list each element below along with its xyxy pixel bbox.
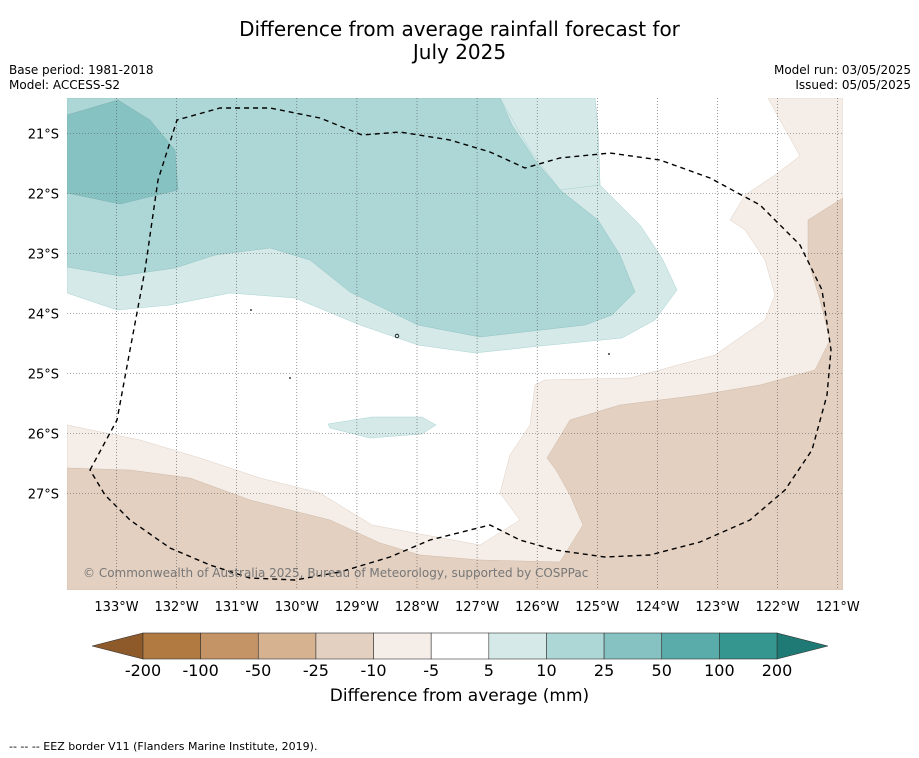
map-title: Difference from average rainfall forecas… <box>0 18 919 64</box>
colorbar-tick-label: 25 <box>594 661 614 680</box>
wet-5-10-strip <box>499 98 601 191</box>
dry-10-25-region <box>67 197 843 590</box>
colorbar-tick-label: 10 <box>536 661 556 680</box>
colorbar-segment <box>200 632 259 660</box>
colorbar-segment <box>430 632 490 660</box>
map-gridlines <box>67 98 843 590</box>
colorbar-tick-label: -10 <box>360 661 386 680</box>
lon-tick-label: 125°W <box>575 600 619 615</box>
lat-tick-label: 27°S <box>28 488 59 503</box>
colorbar-extend-high <box>776 632 829 660</box>
colorbar-segment <box>315 632 374 660</box>
lon-tick-label: 123°W <box>695 600 739 615</box>
colorbar: -200 -100 -50 -25 -10 -5 5 10 25 50 100 200 <box>91 632 829 680</box>
lon-tick-label: 126°W <box>515 600 559 615</box>
colorbar-tick-label: 200 <box>762 661 793 680</box>
wet-small-patch <box>327 416 437 439</box>
colorbar-segment <box>488 632 547 660</box>
title-line-2: July 2025 <box>412 40 507 64</box>
island-marker <box>608 353 610 355</box>
colorbar-label: Difference from average (mm) <box>329 686 590 706</box>
lon-tick-label: 129°W <box>335 600 379 615</box>
colorbar-segment <box>257 632 317 660</box>
colorbar-tick-label: -200 <box>125 661 161 680</box>
lon-tick-label: 127°W <box>455 600 499 615</box>
longitude-labels: 133°W 132°W 131°W 130°W 129°W 128°W 127°W 126°W… <box>94 600 860 615</box>
lat-tick-label: 22°S <box>28 188 59 203</box>
island-marker <box>250 309 252 311</box>
lon-tick-label: 124°W <box>635 600 679 615</box>
info-left: Base period: 1981-2018 Model: ACCESS-S2 <box>9 63 154 93</box>
lon-tick-label: 122°W <box>756 600 800 615</box>
model-text: Model: ACCESS-S2 <box>9 78 121 92</box>
map-plot-area <box>67 98 843 590</box>
colorbar-tick-label: 50 <box>652 661 672 680</box>
lat-tick-label: 21°S <box>28 128 59 143</box>
lon-tick-label: 130°W <box>275 600 319 615</box>
wet-10-25-region <box>67 98 636 338</box>
colorbar-tick-label: -50 <box>245 661 271 680</box>
lon-tick-label: 128°W <box>395 600 439 615</box>
island-marker <box>394 333 400 339</box>
island-marker <box>289 377 291 379</box>
eez-legend-note: -- -- -- EEZ border V11 (Flanders Marine… <box>9 740 318 753</box>
colorbar-segment <box>142 632 201 660</box>
colorbar-segment <box>719 632 778 660</box>
lat-tick-label: 23°S <box>28 248 59 263</box>
colorbar-tick-label: -100 <box>182 661 218 680</box>
colorbar-tick-label: -5 <box>423 661 439 680</box>
lon-tick-label: 121°W <box>816 600 860 615</box>
lat-tick-label: 26°S <box>28 428 59 443</box>
lon-tick-label: 132°W <box>155 600 199 615</box>
colorbar-tick-label: 5 <box>484 661 494 680</box>
latitude-labels: 21°S 22°S 23°S 24°S 25°S 26°S 27°S <box>28 128 59 503</box>
eez-border <box>89 107 832 581</box>
issued-text: Issued: 05/05/2025 <box>795 78 911 92</box>
lat-tick-label: 24°S <box>28 308 59 323</box>
colorbar-segment <box>546 632 605 660</box>
lon-tick-label: 133°W <box>94 600 138 615</box>
colorbar-segment <box>661 632 720 660</box>
title-line-1: Difference from average rainfall forecas… <box>239 17 680 41</box>
base-period-text: Base period: 1981-2018 <box>9 63 154 77</box>
colorbar-tick-label: 100 <box>704 661 735 680</box>
colorbar-extend-low <box>91 632 144 660</box>
info-right: Model run: 03/05/2025 Issued: 05/05/2025 <box>774 63 911 93</box>
colorbar-tick-label: -25 <box>303 661 329 680</box>
colorbar-segment <box>603 632 663 660</box>
lat-tick-label: 25°S <box>28 368 59 383</box>
model-run-text: Model run: 03/05/2025 <box>773 63 911 77</box>
copyright-text: © Commonwealth of Australia 2025, Bureau… <box>83 566 588 580</box>
colorbar-segment <box>373 632 432 660</box>
lon-tick-label: 131°W <box>215 600 259 615</box>
